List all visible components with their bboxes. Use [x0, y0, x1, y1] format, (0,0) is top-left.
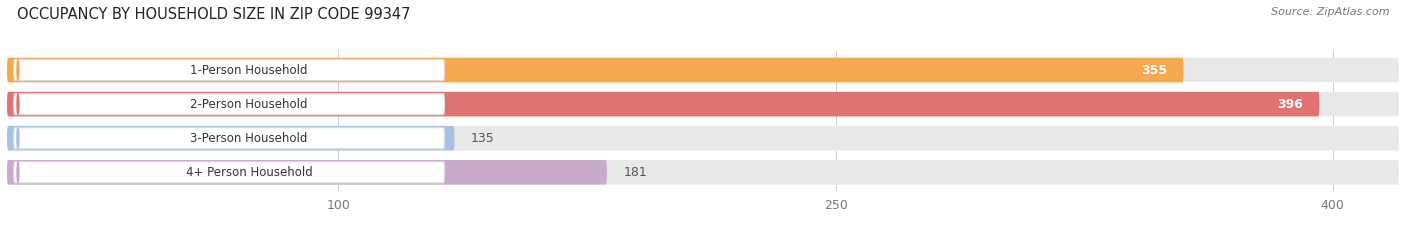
Circle shape [17, 162, 18, 182]
Text: OCCUPANCY BY HOUSEHOLD SIZE IN ZIP CODE 99347: OCCUPANCY BY HOUSEHOLD SIZE IN ZIP CODE … [17, 7, 411, 22]
FancyBboxPatch shape [7, 58, 1399, 82]
FancyBboxPatch shape [7, 92, 1319, 116]
Text: 1-Person Household: 1-Person Household [190, 64, 308, 76]
Text: 181: 181 [623, 166, 647, 179]
Text: 4+ Person Household: 4+ Person Household [186, 166, 312, 179]
FancyBboxPatch shape [14, 93, 444, 115]
Text: 2-Person Household: 2-Person Household [190, 98, 308, 111]
FancyBboxPatch shape [14, 59, 444, 81]
Text: 135: 135 [471, 132, 495, 145]
Text: Source: ZipAtlas.com: Source: ZipAtlas.com [1271, 7, 1389, 17]
FancyBboxPatch shape [7, 160, 607, 185]
FancyBboxPatch shape [7, 126, 1399, 151]
FancyBboxPatch shape [7, 58, 1184, 82]
Text: 3-Person Household: 3-Person Household [190, 132, 308, 145]
FancyBboxPatch shape [14, 162, 444, 183]
Text: 355: 355 [1140, 64, 1167, 76]
Circle shape [17, 128, 18, 148]
FancyBboxPatch shape [14, 128, 444, 149]
Circle shape [17, 94, 18, 114]
FancyBboxPatch shape [7, 126, 454, 151]
Text: 396: 396 [1277, 98, 1303, 111]
Circle shape [17, 60, 18, 80]
FancyBboxPatch shape [7, 92, 1399, 116]
FancyBboxPatch shape [7, 160, 1399, 185]
